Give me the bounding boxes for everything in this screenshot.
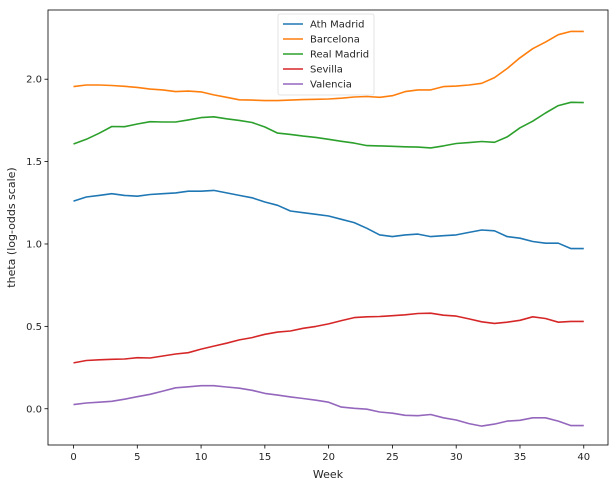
- x-tick-label: 15: [258, 452, 271, 463]
- series-line-sevilla: [73, 312, 584, 364]
- plot-border: [47, 9, 609, 446]
- x-axis-label: Week: [313, 468, 344, 481]
- x-tick-label: 30: [450, 452, 463, 463]
- series-lines: [73, 30, 584, 427]
- legend-label-barcelona: Barcelona: [310, 35, 360, 46]
- legend-label-ath-madrid: Ath Madrid: [310, 20, 364, 31]
- legend-label-sevilla: Sevilla: [310, 65, 343, 76]
- x-tick-label: 20: [322, 452, 335, 463]
- x-tick-label: 10: [195, 452, 208, 463]
- x-tick-label: 5: [134, 452, 140, 463]
- y-tick-label: 1.5: [26, 157, 42, 168]
- x-tick-label: 25: [386, 452, 399, 463]
- x-tick-label: 40: [577, 452, 590, 463]
- x-tick-label: 35: [514, 452, 527, 463]
- series-line-barcelona: [73, 30, 584, 102]
- y-tick-label: 0.5: [26, 322, 42, 333]
- y-axis-label: theta (log-odds scale): [5, 167, 18, 287]
- y-tick-label: 1.0: [26, 239, 42, 250]
- plot-area: [47, 9, 609, 446]
- legend-box: [277, 13, 375, 96]
- legend-label-real-madrid: Real Madrid: [310, 50, 369, 61]
- y-tick-label: 2.0: [26, 75, 42, 86]
- legend-label-valencia: Valencia: [310, 80, 352, 91]
- series-line-ath-madrid: [73, 189, 584, 250]
- legend: Ath Madrid Barcelona Real Madrid Sevilla Val…: [277, 13, 375, 96]
- x-tick-label: 0: [70, 452, 76, 463]
- series-line-valencia: [73, 384, 584, 427]
- y-tick-label: 0.0: [26, 404, 42, 415]
- series-line-real-madrid: [73, 101, 584, 149]
- axes: 0 5 10 15 20 25 30 35 40 0.0 0.5 1.0 1.5 2.0: [26, 75, 590, 463]
